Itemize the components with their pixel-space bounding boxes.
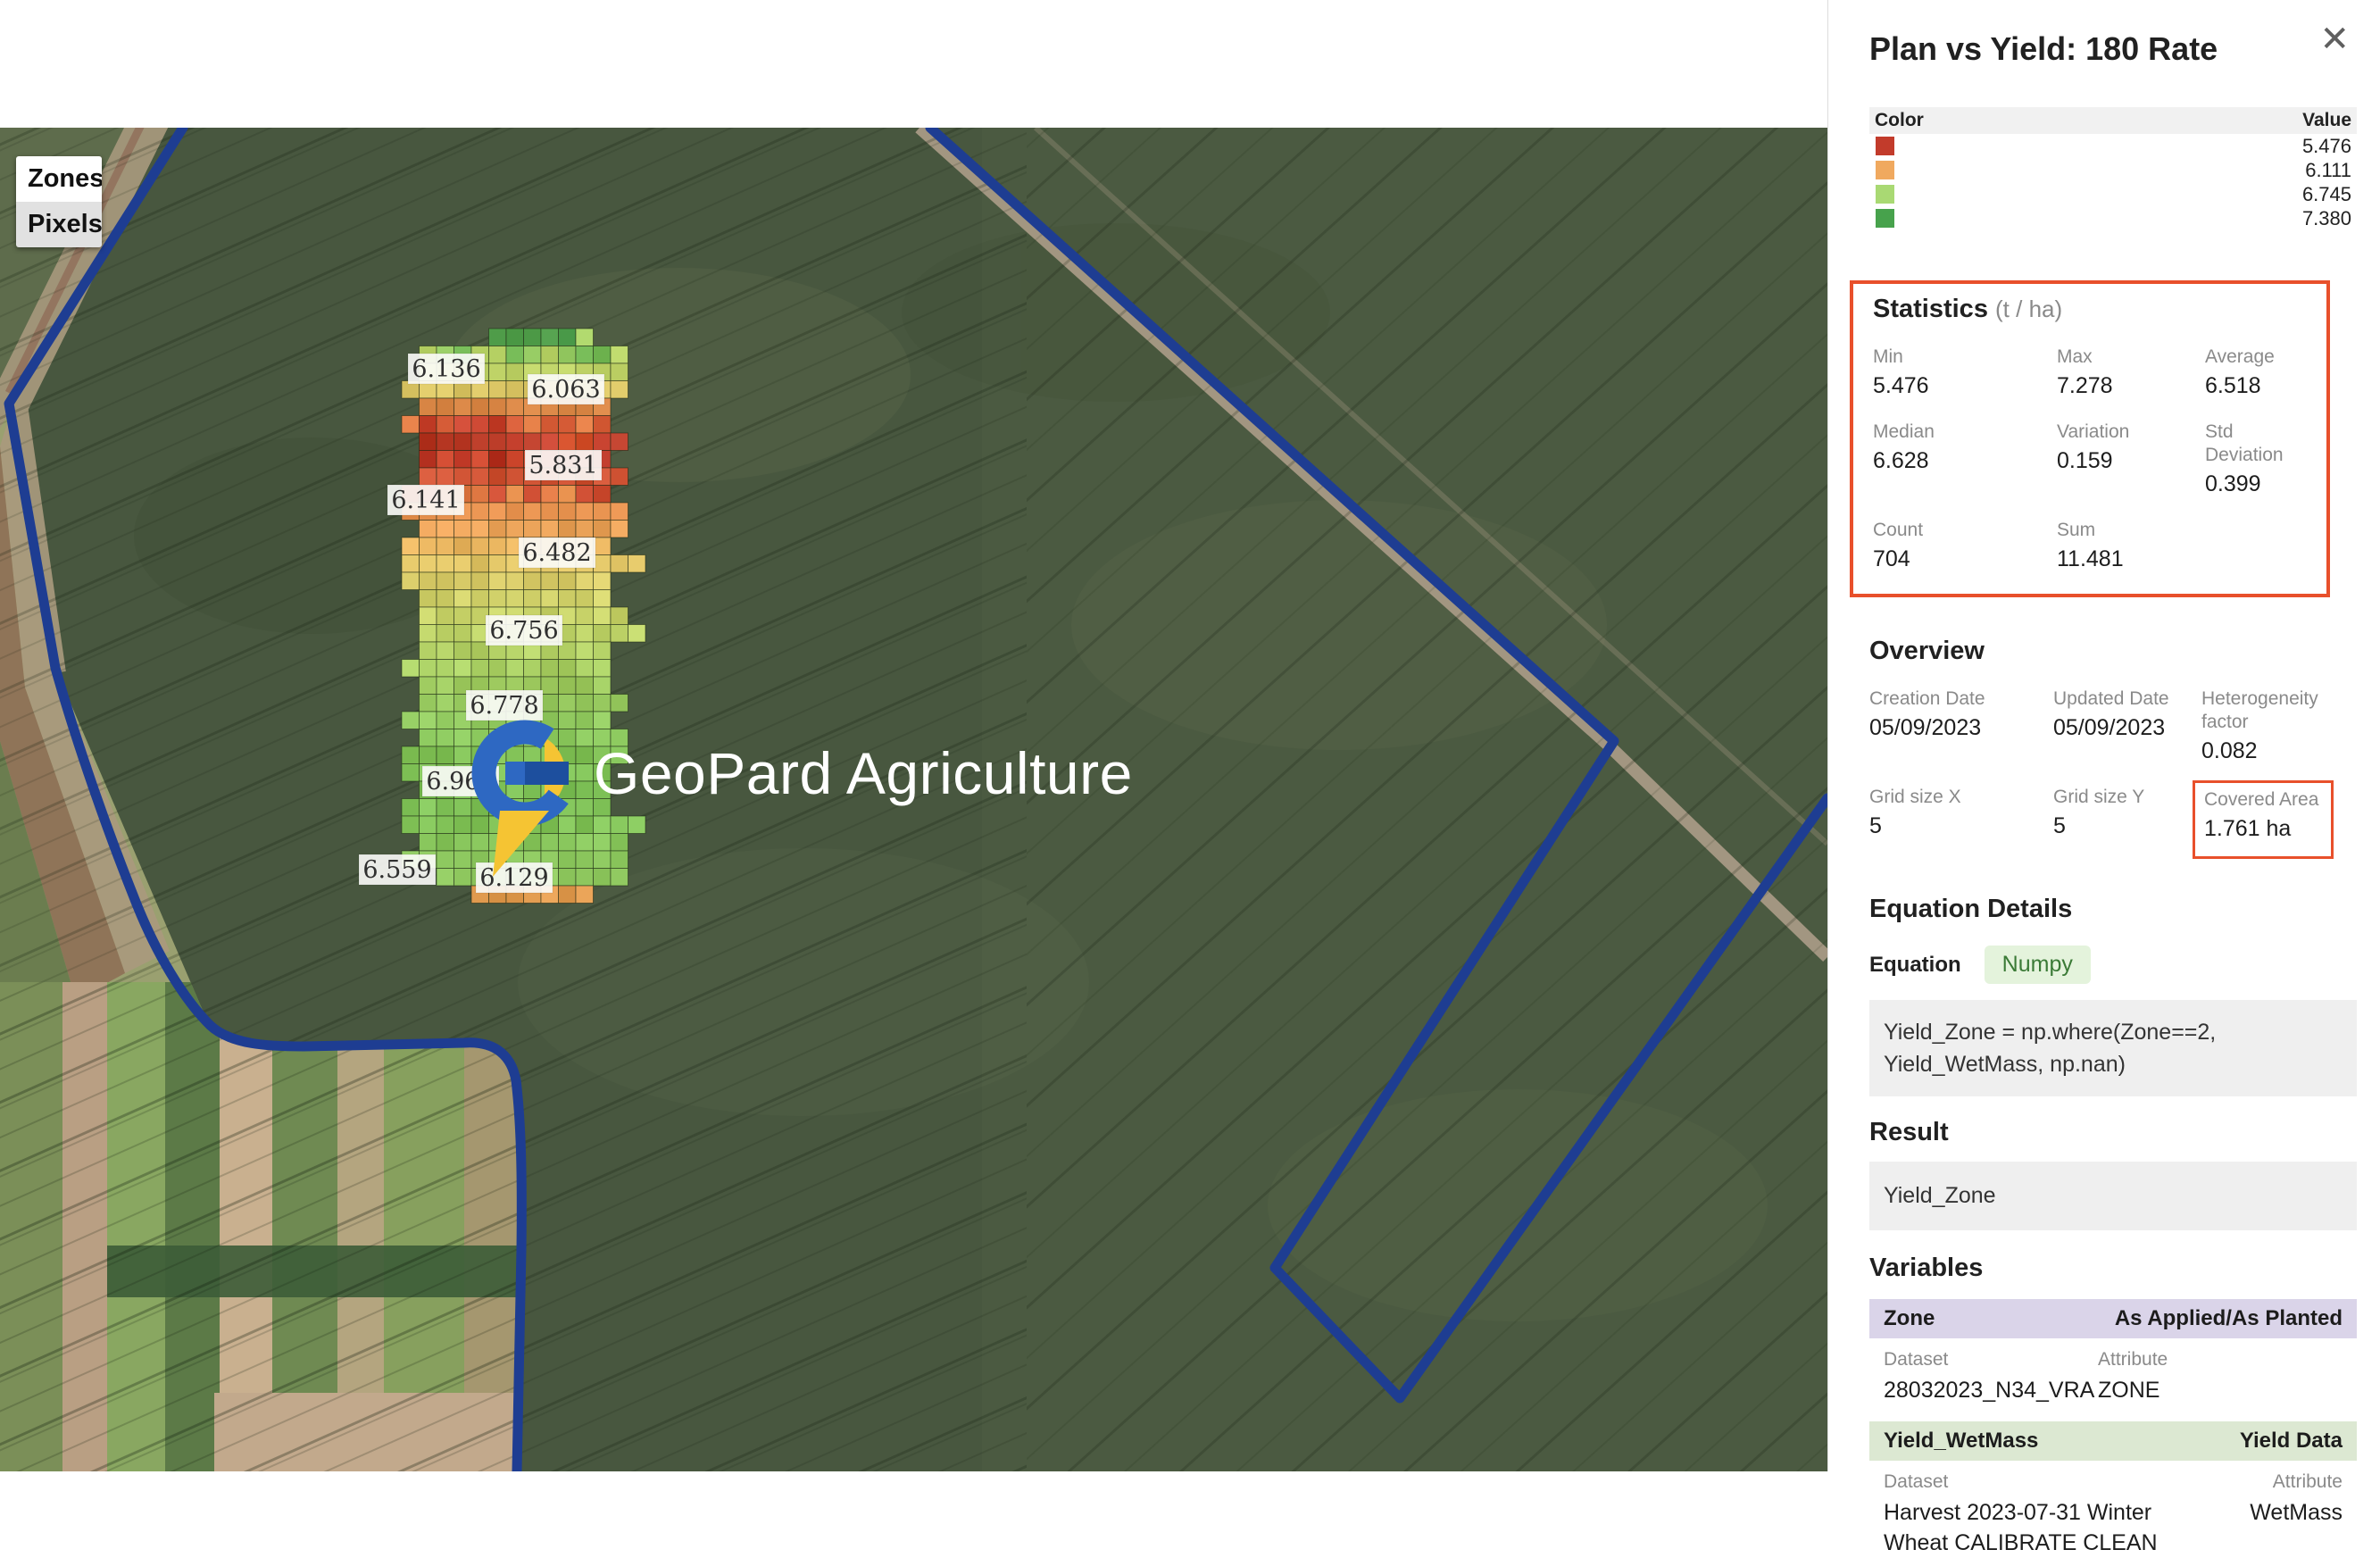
variable-zone-header[interactable]: Zone As Applied/As Planted [1869,1299,2357,1338]
equation-label: Equation [1869,952,1961,977]
stat-median: Median 6.628 [1873,421,1935,473]
variable-yield-header[interactable]: Yield_WetMass Yield Data [1869,1421,2357,1461]
legend-value: 5.476 [2301,134,2351,157]
equation-code: Yield_Zone = np.where(Zone==2, Yield_Wet… [1869,1000,2357,1096]
legend-row: 6.745 [1869,182,2357,206]
legend-value: 6.111 [2305,158,2351,181]
stat-sum: Sum 11.481 [2057,520,2124,571]
equation-title: Equation Details [1869,895,2073,923]
statistics-unit: (t / ha) [1995,296,2063,322]
legend-swatch [1876,209,1894,228]
stat-average: Average 6.518 [2205,346,2275,398]
legend-color-header: Color [1875,110,1924,130]
variable-zone-details: Dataset 28032023_N34_VRA Attribute ZONE [1884,1349,2168,1403]
legend-swatch [1876,185,1894,204]
map-value-label: 6.482 [518,537,596,569]
map-area[interactable]: 6.136 6.063 5.831 6.141 6.482 6.756 6.778 6.964… [0,128,1827,1471]
map-value-labels: 6.1366.0635.8316.1416.4826.7566.7786.964… [358,353,605,894]
geopard-logo: GeoPard Agriculture [471,720,1133,877]
watermark-text: GeoPard Agriculture [594,740,1133,806]
statistics-title: Statistics (t / ha) [1873,295,2063,323]
result-title: Result [1869,1118,1949,1146]
stat-std-deviation: Std Deviation 0.399 [2205,421,2284,496]
map-value-label: 5.831 [524,449,603,481]
overview-updated-date: Updated Date 05/09/2023 [2053,688,2169,740]
pixels-button[interactable]: Pixels [16,202,102,247]
legend-swatch [1876,161,1894,179]
svg-text:6.129: 6.129 [479,864,548,892]
overview-creation-date: Creation Date 05/09/2023 [1869,688,1985,740]
legend-row: 5.476 [1869,134,2357,158]
statistics-section: Statistics (t / ha) Min 5.476 Max 7.278 Av… [1850,280,2330,597]
legend-value-header: Value [2302,110,2351,130]
map-value-label: 6.756 [485,614,563,646]
legend-row: 7.380 [1869,206,2357,230]
svg-text:6.756: 6.756 [489,617,558,645]
map-value-label: 6.141 [387,484,465,516]
layer-mode-toggle: Zones Pixels [16,156,102,247]
result-value: Yield_Zone [1869,1162,2357,1230]
stat-count: Count 704 [1873,520,1924,571]
field-boundary-right [925,128,1827,1404]
legend-swatch [1876,137,1894,155]
svg-text:5.831: 5.831 [528,452,597,479]
map-value-label: 6.559 [358,854,437,886]
overview-heterogeneity: Heterogeneity factor 0.082 [2201,688,2318,763]
equation-section: Equation Details Equation Numpy Yield_Zo… [1869,895,2357,1096]
logo-tail [493,811,549,877]
overview-section: Overview Creation Date 05/09/2023 Updated… [1869,637,2357,859]
map-value-label: 6.778 [465,689,544,721]
panel-title: Plan vs Yield: 180 Rate [1869,30,2218,67]
map-value-label: 6.129 [475,862,553,894]
svg-text:6.778: 6.778 [470,692,538,720]
svg-text:6.482: 6.482 [522,539,591,567]
stat-min: Min 5.476 [1873,346,1929,398]
logo-g-icon [471,720,578,827]
close-icon[interactable]: ✕ [2319,20,2350,59]
covered-area-highlight: Covered Area 1.761 ha [2193,780,2334,859]
variables-section: Variables Zone As Applied/As Planted Dat… [1869,1254,2357,1558]
result-section: Result Yield_Zone [1869,1118,2357,1230]
legend-value: 6.745 [2301,182,2351,205]
legend-row: 6.111 [1869,158,2357,182]
field-boundary-left [4,128,527,1471]
stat-max: Max 7.278 [2057,346,2113,398]
variables-title: Variables [1869,1254,1984,1282]
overview-covered-area: Covered Area 1.761 ha [2193,764,2357,859]
map-value-label: 6.063 [527,373,605,405]
overview-title: Overview [1869,637,1985,665]
zones-button[interactable]: Zones [16,156,102,202]
color-legend: Color Value 5.476 6.111 6.745 7.380 [1869,107,2357,230]
numpy-chip[interactable]: Numpy [1984,946,2091,984]
svg-text:6.136: 6.136 [412,355,480,383]
stat-variation: Variation 0.159 [2057,421,2130,473]
top-white-band [0,0,1827,128]
map-value-label: 6.136 [407,353,486,385]
details-panel: ✕ Plan vs Yield: 180 Rate Color Value 5.… [1827,0,2380,1555]
svg-text:6.559: 6.559 [362,856,431,884]
svg-text:6.141: 6.141 [391,487,460,514]
svg-text:6.063: 6.063 [531,376,600,404]
legend-value: 7.380 [2301,206,2351,229]
variable-yield-details: Dataset Harvest 2023-07-31 Winter Wheat C… [1884,1471,2343,1555]
map-canvas: 6.1366.0635.8316.1416.4826.7566.7786.964… [0,128,1827,1471]
